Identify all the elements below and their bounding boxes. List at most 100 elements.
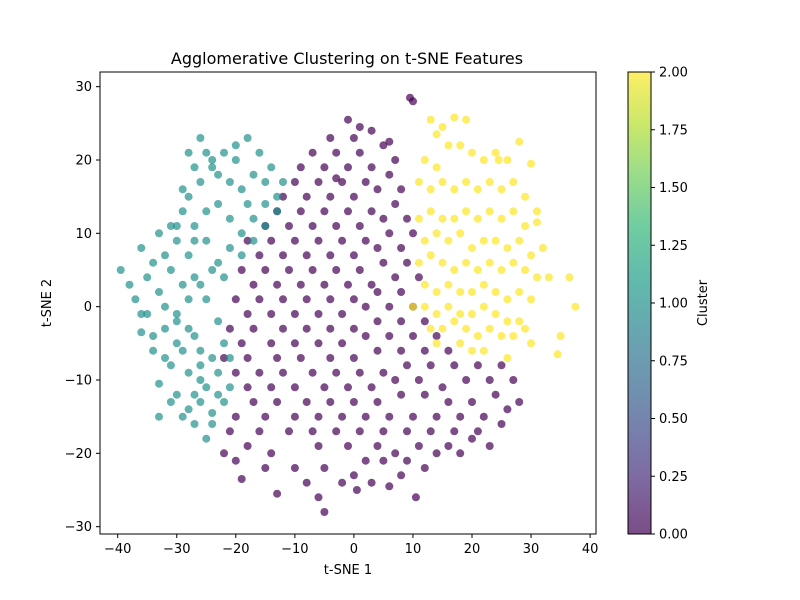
colorbar-tick-label: 1.50 — [659, 181, 688, 196]
point-cluster-1 — [190, 420, 199, 428]
point-cluster-0 — [379, 258, 388, 267]
point-cluster-1 — [161, 354, 169, 362]
point-cluster-2 — [450, 113, 459, 122]
point-cluster-0 — [338, 178, 347, 186]
point-cluster-2 — [473, 214, 482, 223]
point-cluster-0 — [255, 251, 264, 260]
point-cluster-0 — [367, 163, 376, 172]
point-cluster-2 — [527, 339, 535, 348]
point-cluster-1 — [208, 163, 217, 172]
point-cluster-0 — [438, 383, 447, 392]
point-cluster-0 — [308, 266, 317, 274]
y-axis-label: t-SNE 2 — [40, 279, 55, 327]
point-cluster-0 — [344, 163, 352, 172]
point-cluster-0 — [320, 280, 329, 289]
point-cluster-1 — [190, 236, 199, 245]
point-cluster-2 — [503, 317, 512, 326]
point-cluster-1 — [225, 354, 234, 362]
point-cluster-0 — [320, 464, 329, 472]
point-cluster-2 — [538, 244, 547, 252]
point-cluster-1 — [184, 148, 193, 157]
point-cluster-0 — [225, 324, 234, 333]
point-cluster-1 — [214, 200, 223, 208]
point-cluster-0 — [391, 449, 400, 458]
point-cluster-1 — [116, 266, 125, 274]
point-cluster-0 — [361, 236, 370, 245]
point-cluster-0 — [379, 214, 388, 223]
colorbar-tick-label: 1.75 — [659, 123, 688, 138]
point-cluster-0 — [444, 442, 453, 450]
point-cluster-2 — [509, 332, 518, 340]
point-cluster-0 — [409, 412, 417, 421]
point-cluster-2 — [521, 266, 530, 274]
point-cluster-0 — [273, 398, 282, 406]
point-cluster-2 — [432, 310, 441, 318]
point-cluster-0 — [409, 332, 417, 340]
point-cluster-1 — [279, 178, 287, 186]
colorbar-tick-label: 0.00 — [659, 528, 688, 543]
point-cluster-0 — [314, 493, 323, 502]
point-cluster-2 — [479, 302, 488, 311]
point-cluster-2 — [444, 236, 453, 245]
point-cluster-2 — [503, 295, 512, 304]
colorbar-tick-label: 0.50 — [659, 412, 688, 427]
point-cluster-0 — [237, 339, 246, 348]
point-cluster-2 — [473, 185, 482, 194]
point-cluster-0 — [279, 251, 287, 260]
point-cluster-2 — [509, 258, 518, 267]
point-cluster-2 — [556, 332, 565, 340]
point-cluster-0 — [308, 427, 317, 436]
point-cluster-1 — [172, 339, 181, 348]
colorbar-tick-label: 1.00 — [659, 297, 688, 312]
point-cluster-2 — [450, 266, 459, 274]
point-cluster-0 — [397, 346, 406, 355]
point-cluster-0 — [456, 412, 465, 421]
point-cluster-0 — [237, 475, 246, 483]
point-cluster-0 — [367, 126, 376, 135]
point-cluster-1 — [237, 229, 246, 238]
point-cluster-0 — [349, 398, 358, 406]
point-cluster-1 — [166, 222, 175, 230]
point-cluster-0 — [273, 489, 282, 498]
point-cluster-0 — [326, 324, 335, 333]
point-cluster-1 — [172, 222, 181, 230]
point-cluster-0 — [344, 280, 352, 289]
point-cluster-0 — [485, 442, 494, 450]
point-cluster-0 — [515, 398, 524, 406]
point-cluster-1 — [155, 288, 163, 296]
x-tick-label: 0 — [350, 542, 358, 557]
point-cluster-1 — [273, 207, 282, 216]
point-cluster-0 — [373, 442, 382, 450]
point-cluster-0 — [385, 332, 394, 340]
point-cluster-2 — [497, 214, 506, 223]
point-cluster-0 — [420, 390, 429, 399]
x-axis: −40 −30 −20 −10 0 10 20 30 40 — [104, 534, 598, 557]
point-cluster-1 — [196, 178, 205, 186]
point-cluster-0 — [409, 97, 417, 106]
point-cluster-2 — [444, 141, 453, 150]
point-cluster-2 — [450, 317, 459, 326]
point-cluster-0 — [273, 280, 282, 289]
point-cluster-0 — [432, 449, 441, 458]
point-cluster-0 — [296, 207, 305, 216]
point-cluster-0 — [231, 456, 240, 465]
point-cluster-0 — [379, 368, 388, 377]
point-cluster-1 — [202, 383, 211, 392]
point-cluster-0 — [302, 251, 311, 260]
point-cluster-1 — [184, 324, 193, 333]
point-cluster-0 — [332, 222, 341, 230]
point-cluster-2 — [503, 156, 512, 164]
point-cluster-0 — [225, 427, 234, 436]
point-cluster-0 — [285, 427, 293, 436]
point-cluster-0 — [290, 383, 299, 392]
point-cluster-0 — [397, 390, 406, 399]
point-cluster-2 — [432, 130, 441, 139]
point-cluster-2 — [479, 156, 488, 164]
point-cluster-2 — [553, 350, 562, 359]
point-cluster-2 — [432, 339, 441, 348]
point-cluster-0 — [355, 427, 364, 436]
point-cluster-2 — [527, 159, 535, 168]
point-cluster-0 — [355, 148, 364, 157]
point-cluster-0 — [231, 295, 240, 304]
point-cluster-0 — [403, 427, 411, 436]
